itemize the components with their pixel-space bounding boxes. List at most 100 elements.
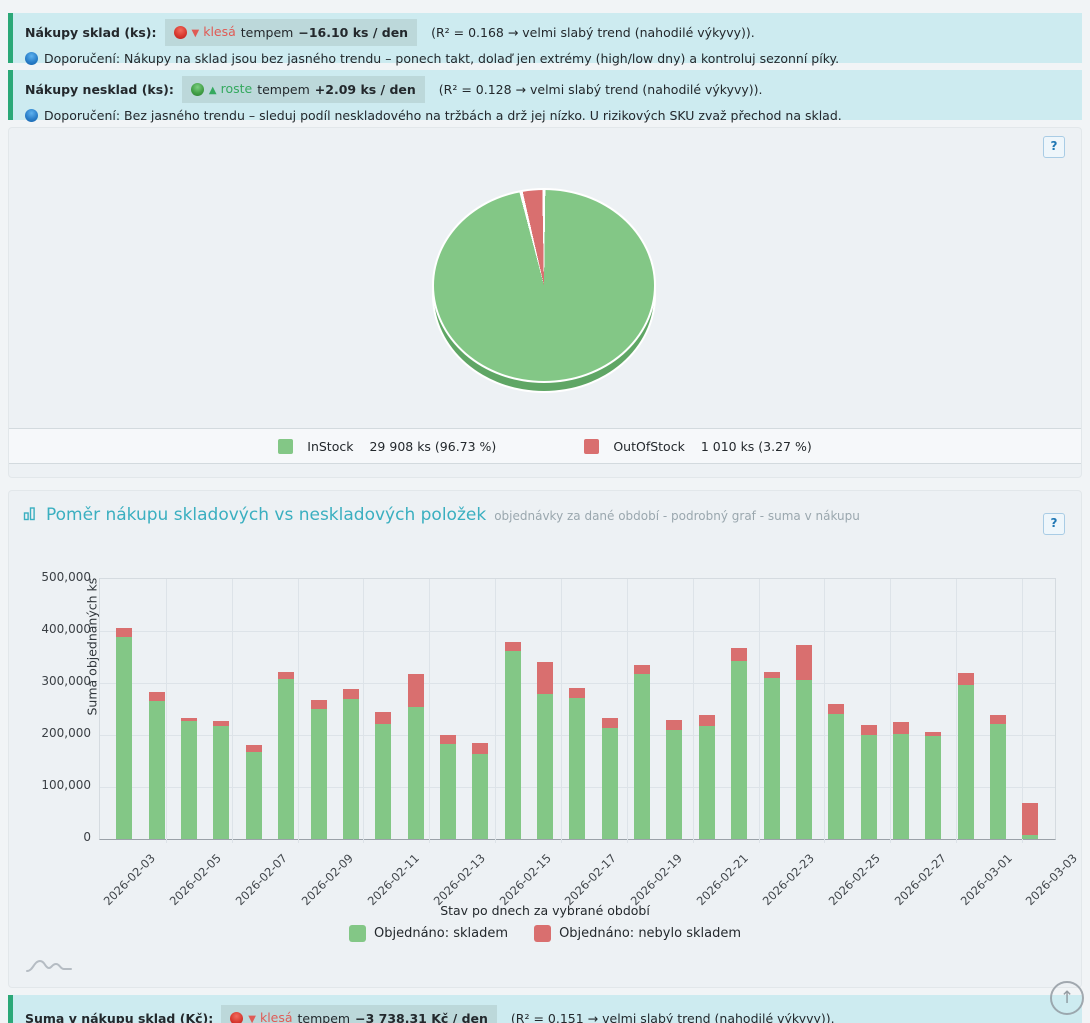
scroll-to-top-button[interactable]: ↑ (1050, 981, 1084, 1015)
stacked-bar[interactable] (537, 579, 554, 839)
r2-text: (R² = 0.151 → velmi slabý trend (nahodil… (510, 1011, 835, 1023)
bar-segment-instock (634, 674, 651, 839)
bar-segment-instock (407, 707, 424, 839)
y-tick-label: 500,000 (41, 570, 91, 584)
h-gridline (100, 631, 1055, 632)
bar-segment-outofstock (375, 711, 392, 724)
stacked-bar[interactable] (828, 579, 845, 839)
tempem-text: tempem (240, 25, 294, 40)
stacked-bar[interactable] (795, 579, 812, 839)
r2-text: (R² = 0.128 → velmi slabý trend (nahodil… (438, 82, 763, 97)
stacked-bar[interactable] (375, 579, 392, 839)
y-tick-label: 300,000 (41, 674, 91, 688)
bar-segment-outofstock (342, 688, 359, 699)
stacked-bar[interactable] (1022, 579, 1039, 839)
bar-segment-instock (601, 727, 618, 839)
bar-segment-instock (990, 723, 1007, 839)
legend-swatch (534, 925, 552, 942)
bar-segment-instock (1022, 834, 1039, 839)
trend-rate: −3 738.31 Kč / den (355, 1011, 488, 1023)
bar-segment-outofstock (925, 731, 942, 737)
banner-sum-label: Suma v nákupu sklad (Kč): (25, 1011, 214, 1023)
bar-segment-instock (957, 684, 974, 839)
pie-legend-item[interactable]: OutOfStock 1 010 ks (3.27 %) (584, 438, 812, 454)
stacked-bar[interactable] (342, 579, 359, 839)
stacked-bar[interactable] (148, 579, 165, 839)
stacked-bar[interactable] (634, 579, 651, 839)
stacked-bar[interactable] (310, 579, 327, 839)
bar-segment-instock (472, 753, 489, 839)
v-gridline (495, 579, 497, 843)
stacked-bar[interactable] (407, 579, 424, 839)
stacked-bar[interactable] (181, 579, 198, 839)
v-gridline (758, 579, 760, 843)
bar-chart-icon (23, 506, 38, 525)
stacked-bar[interactable] (731, 579, 748, 839)
blue-circle-icon (25, 52, 38, 65)
pie-chart[interactable] (432, 188, 656, 383)
bar-segment-instock (213, 725, 230, 839)
bar-segment-instock (731, 660, 748, 839)
bar-segment-instock (116, 637, 133, 839)
legend-value: 1 010 ks (3.27 %) (700, 438, 812, 454)
stacked-bar[interactable] (569, 579, 586, 839)
x-axis-title: Stav po dnech za vybrané období (440, 903, 650, 918)
bar-segment-outofstock (148, 691, 165, 702)
stacked-bar[interactable] (213, 579, 230, 839)
pie-legend: InStock 29 908 ks (96.73 %) OutOfStock 1 01… (9, 428, 1081, 464)
bar-segment-outofstock (504, 642, 521, 651)
bar-segment-instock (666, 729, 683, 839)
stacked-bar[interactable] (763, 579, 780, 839)
banner-stock-trend: Nákupy sklad (ks): ▼ klesá tempem −16.10… (8, 13, 1082, 66)
v-gridline (297, 579, 299, 843)
v-gridline (956, 579, 958, 843)
banner-stock-recommendation-row: Doporučení: Nákupy na sklad jsou bez jas… (25, 49, 1070, 68)
bar-chart-panel: Poměr nákupu skladových vs neskladových … (8, 490, 1082, 988)
bar-segment-instock (310, 709, 327, 839)
stacked-bar[interactable] (278, 579, 295, 839)
stacked-bar[interactable] (504, 579, 521, 839)
banner-sum-trend-row: Suma v nákupu sklad (Kč): ▼ klesá tempem… (25, 1005, 1070, 1023)
trend-chip: ▲ roste tempem +2.09 ks / den (181, 76, 425, 103)
pie-legend-item[interactable]: InStock 29 908 ks (96.73 %) (278, 438, 497, 454)
stacked-bar[interactable] (698, 579, 715, 839)
sparkline-icon (25, 957, 73, 979)
bars-container (100, 579, 1055, 839)
trend-direction: ▼ klesá (248, 1008, 292, 1023)
bar-legend-item[interactable]: Objednáno: nebylo skladem (534, 925, 741, 942)
banner-stock-label: Nákupy sklad (ks): (25, 25, 157, 40)
stacked-bar[interactable] (601, 579, 618, 839)
bar-segment-outofstock (116, 628, 133, 638)
bar-segment-outofstock (537, 662, 554, 694)
bar-segment-outofstock (472, 742, 489, 754)
trend-word: roste (220, 81, 253, 96)
stacked-bar[interactable] (245, 579, 262, 839)
help-button[interactable]: ? (1043, 513, 1065, 535)
bar-chart-legend: Objednáno: skladem Objednáno: nebylo skla… (9, 925, 1081, 942)
stacked-bar[interactable] (472, 579, 489, 839)
legend-value: 29 908 ks (96.73 %) (369, 438, 497, 454)
stacked-bar[interactable] (860, 579, 877, 839)
bar-segment-instock (892, 733, 909, 839)
trend-rate: −16.10 ks / den (298, 25, 409, 40)
legend-name: Objednáno: nebylo skladem (559, 926, 741, 941)
bar-segment-instock (278, 679, 295, 839)
stacked-bar[interactable] (666, 579, 683, 839)
v-gridline (692, 579, 694, 843)
stacked-bar[interactable] (990, 579, 1007, 839)
help-button[interactable]: ? (1043, 136, 1065, 158)
stacked-bar[interactable] (957, 579, 974, 839)
panel-title: Poměr nákupu skladových vs neskladových … (46, 505, 487, 525)
stacked-bar[interactable] (116, 579, 133, 839)
trend-word: klesá (203, 24, 236, 39)
h-gridline (100, 683, 1055, 684)
bar-legend-item[interactable]: Objednáno: skladem (349, 925, 508, 942)
stacked-bar[interactable] (892, 579, 909, 839)
stacked-bar[interactable] (925, 579, 942, 839)
bar-segment-instock (504, 650, 521, 839)
bar-segment-outofstock (666, 720, 683, 730)
stacked-bar[interactable] (439, 579, 456, 839)
v-gridline (231, 579, 233, 843)
tempem-text: tempem (257, 82, 310, 97)
